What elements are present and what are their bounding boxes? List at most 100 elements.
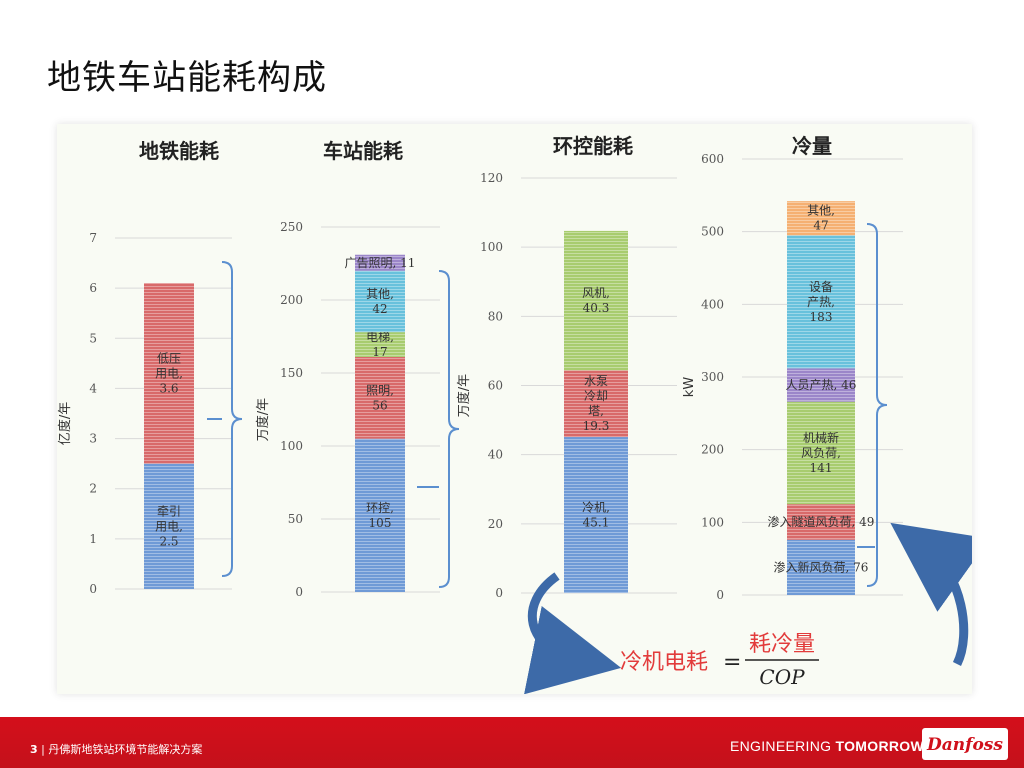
data-label: 其他,: [366, 287, 394, 301]
data-label: 水泵: [584, 374, 608, 388]
stacked-bar-charts: 地铁能耗01234567亿度/年牵引用电,2.5低压用电,3.6车站能耗0501…: [57, 134, 972, 694]
bar-segment-stripe: [787, 401, 855, 505]
data-label: 塔,: [588, 404, 604, 418]
y-axis-label: 亿度/年: [57, 402, 73, 445]
y-tick-label: 120: [480, 171, 503, 185]
y-tick-label: 200: [701, 443, 724, 457]
bar-segment-stripe: [355, 356, 405, 439]
data-label: 42: [372, 302, 387, 316]
footer-separator: |: [41, 743, 49, 756]
bar-segment-stripe: [787, 201, 855, 236]
formula-numerator: 耗冷量: [749, 632, 815, 657]
data-label: 45.1: [583, 516, 610, 530]
y-tick-label: 3: [89, 432, 97, 446]
data-label: 19.3: [583, 419, 610, 433]
data-label: 其他,: [807, 204, 835, 218]
chart-title: 环控能耗: [553, 134, 633, 158]
chart-title: 冷量: [792, 134, 832, 158]
data-label: 风负荷,: [801, 446, 841, 460]
data-label: 用电,: [155, 519, 183, 533]
brace-chart-4: [866, 223, 888, 587]
data-label: 冷却: [584, 389, 608, 403]
bar-segment-stripe: [787, 539, 855, 595]
data-label: 105: [369, 516, 392, 530]
right-curved-arrow: [890, 522, 972, 667]
bar-segment-stripe: [564, 437, 628, 593]
bar-segment-stripe: [355, 270, 405, 333]
y-tick-label: 400: [701, 297, 724, 311]
y-tick-label: 0: [495, 586, 503, 600]
y-tick-label: 500: [701, 225, 724, 239]
y-tick-label: 40: [488, 448, 503, 462]
data-label: 人员产热, 46: [786, 378, 857, 392]
chart-title: 车站能耗: [323, 139, 403, 163]
bar-segment-stripe: [144, 463, 194, 589]
chart-3: 环控能耗 0 20 40 60 80 100 120 万度/年冷机,45.1 水泵冷却塔,19.3…: [456, 134, 677, 600]
formula-equals: =: [723, 650, 741, 675]
y-tick-label: 300: [701, 370, 724, 384]
page-number: 3: [30, 743, 38, 756]
data-label: 2.5: [159, 534, 178, 548]
data-label: 机械新: [803, 430, 839, 445]
formula-lhs: 冷机电耗: [620, 650, 708, 675]
data-label: 产热,: [807, 295, 835, 309]
y-axis-label: kW: [682, 377, 697, 398]
y-tick-label: 20: [488, 517, 503, 531]
tagline: ENGINEERING TOMORROW: [730, 738, 924, 754]
data-label: 冷机,: [582, 501, 610, 515]
y-tick-label: 60: [488, 379, 503, 393]
data-label: 用电,: [155, 366, 183, 380]
y-tick-label: 0: [89, 582, 97, 596]
bar-segment-stripe: [787, 235, 855, 369]
brace-chart-2: [438, 270, 460, 588]
energy-composition-figure: 地铁能耗 0 1 2 3 4 5 6 7 亿度/年 牵引 用电, 2.5 低压 用电, 3.6 车站能耗 0 50 1…: [57, 124, 972, 694]
data-label: 牵引: [157, 504, 181, 518]
data-label: 环控,: [366, 501, 394, 515]
left-curved-arrow: [524, 572, 622, 694]
brace-chart-1: [221, 261, 243, 577]
footer-bar: [0, 717, 1024, 768]
y-tick-label: 250: [280, 220, 303, 234]
tagline-engineering: ENGINEERING: [730, 738, 836, 754]
y-axis-label: 万度/年: [255, 398, 271, 441]
data-label: 3.6: [159, 381, 178, 395]
data-label: 40.3: [583, 301, 610, 315]
bar-segment-stripe: [787, 504, 855, 540]
bar-segment-stripe: [564, 370, 628, 438]
y-tick-label: 4: [89, 381, 97, 395]
y-tick-label: 0: [295, 585, 303, 599]
y-tick-label: 1: [89, 532, 97, 546]
data-label: 47: [813, 219, 828, 233]
bar-segment-stripe: [144, 283, 194, 464]
y-tick-label: 150: [280, 366, 303, 380]
y-tick-label: 80: [488, 309, 503, 323]
y-tick-label: 2: [89, 482, 97, 496]
data-label: 渗入隧道风负荷, 49: [768, 514, 875, 529]
y-tick-label: 100: [701, 515, 724, 529]
data-label: 56: [372, 398, 387, 412]
y-tick-label: 0: [716, 588, 724, 602]
danfoss-logo: Danfoss: [922, 728, 1008, 760]
chart-4: 冷量 0 100 200 300 400 500 600 kW 渗入新风负荷, 76 渗入隧道风负荷…: [682, 134, 903, 602]
bar-segment-stripe: [787, 368, 855, 402]
y-tick-label: 50: [288, 512, 303, 526]
data-label: 17: [372, 345, 387, 359]
chart-2: 车站能耗 0 50 100 150 200 250 万度/年环控,105 照明,56 电梯,17 其…: [255, 139, 440, 599]
data-label: 低压: [157, 351, 181, 365]
data-label: 风机,: [582, 286, 610, 300]
data-label: 渗入新风负荷, 76: [774, 559, 869, 574]
y-axis-label: 万度/年: [456, 374, 472, 417]
data-label: 141: [810, 461, 833, 475]
formula-denominator: COP: [759, 665, 805, 689]
y-tick-label: 100: [480, 240, 503, 254]
data-label: 电梯,: [366, 330, 394, 344]
bar-segment-stripe: [355, 332, 405, 357]
tagline-tomorrow: TOMORROW: [835, 738, 924, 754]
y-tick-label: 600: [701, 152, 724, 166]
y-tick-label: 7: [89, 231, 97, 245]
data-label: 照明,: [366, 383, 394, 397]
svg-text:Danfoss: Danfoss: [926, 735, 1003, 755]
footer-title: 丹佛斯地铁站环境节能解决方案: [48, 743, 203, 756]
bar-segment-stripe: [355, 254, 405, 271]
